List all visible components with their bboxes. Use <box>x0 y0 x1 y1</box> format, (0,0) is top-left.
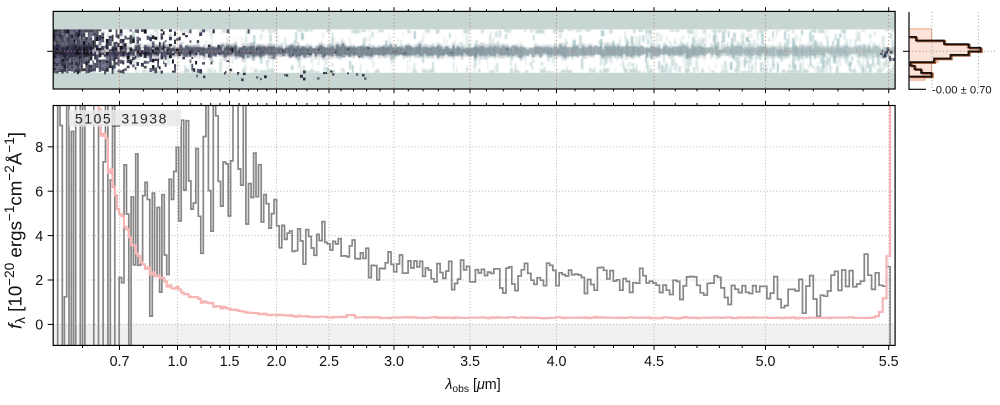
svg-text:3.0: 3.0 <box>384 354 404 370</box>
svg-text:λobs [μm]: λobs [μm] <box>444 377 500 395</box>
svg-text:6: 6 <box>35 184 43 200</box>
svg-text:5.5: 5.5 <box>879 354 899 370</box>
svg-text:1.5: 1.5 <box>220 354 240 370</box>
svg-text:-0.00 ± 0.70: -0.00 ± 0.70 <box>932 85 992 97</box>
svg-text:5105_31938: 5105_31938 <box>75 110 168 126</box>
svg-text:2.5: 2.5 <box>319 354 339 370</box>
svg-text:8: 8 <box>35 140 43 156</box>
svg-text:1.0: 1.0 <box>168 354 188 370</box>
svg-text:4.5: 4.5 <box>644 354 664 370</box>
svg-text:fλ [10−20 ergs−1cm−2Å−1]: fλ [10−20 ergs−1cm−2Å−1] <box>2 132 28 329</box>
svg-text:0: 0 <box>35 318 43 334</box>
svg-text:0.7: 0.7 <box>110 354 130 370</box>
svg-text:3.5: 3.5 <box>460 354 480 370</box>
svg-text:4: 4 <box>35 229 43 245</box>
svg-text:2.0: 2.0 <box>267 354 287 370</box>
svg-text:4.0: 4.0 <box>547 354 567 370</box>
svg-text:5.0: 5.0 <box>756 354 776 370</box>
svg-text:2: 2 <box>35 273 43 289</box>
